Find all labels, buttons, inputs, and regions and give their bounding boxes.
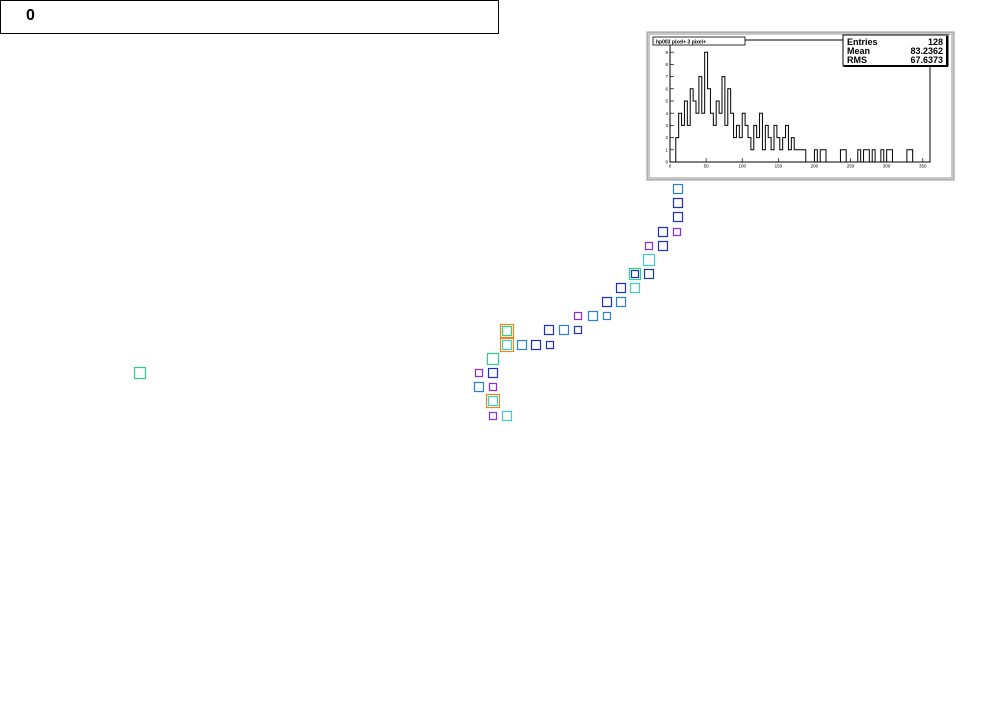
y-tick-label: 2 — [665, 135, 668, 140]
hit-marker — [499, 337, 515, 353]
x-tick-label: 50 — [704, 164, 710, 169]
histogram-title: hp003 pixel+ 3 pixel+ — [656, 40, 706, 46]
x-tick-label: 100 — [738, 164, 746, 169]
hit-marker — [657, 240, 669, 252]
hit-marker — [487, 367, 499, 379]
counter-box: 0 — [0, 0, 499, 34]
hit-marker — [516, 339, 528, 351]
hit-marker — [573, 311, 583, 321]
x-tick-label: 150 — [775, 164, 783, 169]
hit-marker — [473, 381, 485, 393]
stats-rms-value: 67.6373 — [910, 55, 943, 65]
stats-mean-value: 83.2362 — [910, 46, 943, 56]
x-tick-label: 0 — [669, 164, 672, 169]
hit-marker — [587, 310, 599, 322]
hit-marker — [672, 197, 684, 209]
y-tick-label: 9 — [665, 50, 668, 55]
y-tick-label: 6 — [665, 86, 668, 91]
y-tick-label: 5 — [665, 99, 668, 104]
hit-marker — [629, 282, 641, 294]
title-box — [652, 36, 746, 46]
hit-marker — [545, 340, 555, 350]
hit-marker — [133, 366, 147, 380]
y-tick-label: 4 — [665, 111, 668, 116]
hit-markers — [133, 85, 684, 422]
hit-marker — [672, 211, 684, 223]
y-tick-label: 7 — [665, 74, 668, 79]
hit-marker — [501, 339, 513, 351]
x-tick-label: 350 — [919, 164, 927, 169]
stats-mean-label: Mean — [847, 46, 870, 56]
hit-marker — [615, 282, 627, 294]
x-tick-label: 300 — [883, 164, 891, 169]
hit-marker — [602, 311, 612, 321]
histogram-panel: 0 50 100 150 200 250 300 350 0 1 2 3 4 5 6 7 8 9 hp003 pi… — [646, 31, 955, 181]
hit-marker — [474, 368, 484, 378]
hit-marker — [644, 241, 654, 251]
hit-marker — [487, 395, 499, 407]
y-tick-label: 1 — [665, 147, 668, 152]
stats-entries-value: 128 — [928, 37, 943, 47]
hit-marker — [486, 352, 500, 366]
hit-marker — [657, 226, 669, 238]
hit-marker — [530, 339, 542, 351]
x-tick-label: 200 — [811, 164, 819, 169]
y-tick-label: 0 — [665, 160, 668, 165]
y-tick-label: 3 — [665, 123, 668, 128]
histogram-line — [670, 51, 930, 163]
hit-marker — [499, 323, 515, 339]
counter-value: 0 — [26, 7, 35, 24]
hit-marker — [672, 227, 682, 237]
x-tick-label: 250 — [847, 164, 855, 169]
hit-marker — [501, 325, 513, 337]
stats-entries-label: Entries — [847, 37, 878, 47]
hit-marker — [485, 393, 501, 409]
hit-marker — [501, 410, 513, 422]
hit-marker — [642, 253, 656, 267]
hit-marker — [488, 382, 498, 392]
y-tick-label: 8 — [665, 62, 668, 67]
hit-marker — [615, 296, 627, 308]
hit-marker — [558, 324, 570, 336]
hit-marker — [643, 268, 655, 280]
hit-marker — [672, 183, 684, 195]
hit-marker — [630, 269, 640, 279]
hit-marker — [628, 267, 642, 281]
hit-marker — [488, 411, 498, 421]
hit-marker — [573, 325, 583, 335]
hit-marker — [601, 296, 613, 308]
hit-marker — [543, 324, 555, 336]
stats-rms-label: RMS — [847, 55, 867, 65]
